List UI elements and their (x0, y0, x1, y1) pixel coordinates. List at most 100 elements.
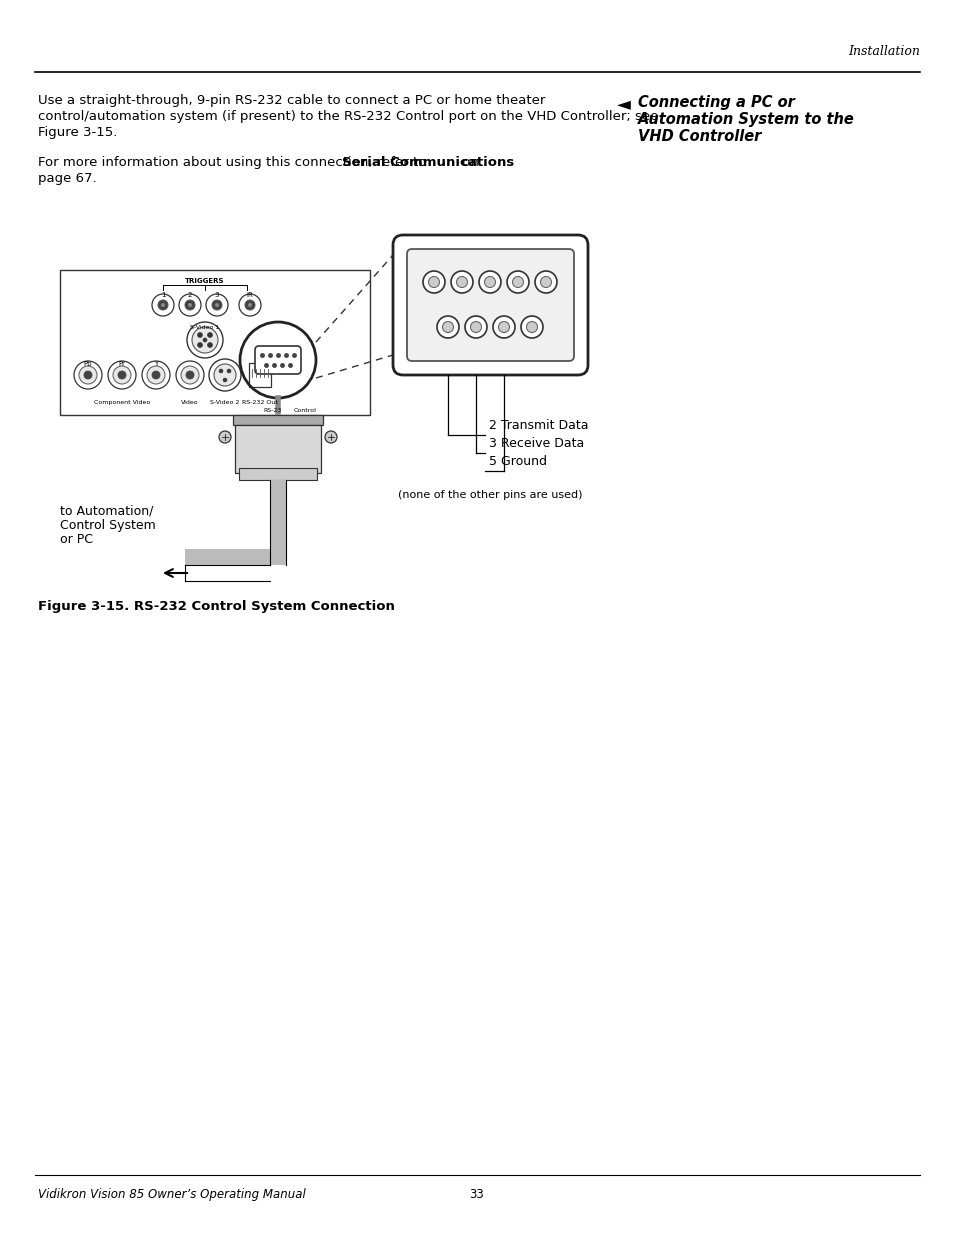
Text: page 67.: page 67. (38, 172, 96, 185)
Circle shape (181, 366, 199, 384)
Circle shape (206, 294, 228, 316)
Text: (none of the other pins are used): (none of the other pins are used) (397, 490, 581, 500)
Circle shape (187, 322, 223, 358)
Text: VHD Controller: VHD Controller (638, 128, 760, 144)
Bar (60, 270, 370, 415)
Text: 3 Receive Data: 3 Receive Data (489, 437, 583, 450)
Circle shape (84, 370, 91, 379)
Circle shape (478, 270, 500, 293)
Text: S-Video 2: S-Video 2 (210, 400, 239, 405)
Circle shape (526, 321, 537, 332)
Text: Automation System to the: Automation System to the (638, 112, 854, 127)
Circle shape (506, 270, 529, 293)
Bar (185, 550, 270, 564)
Text: Figure 3-15.: Figure 3-15. (38, 126, 117, 140)
Text: ◄: ◄ (617, 95, 630, 112)
Circle shape (442, 321, 453, 332)
Circle shape (512, 277, 523, 288)
Circle shape (540, 277, 551, 288)
Circle shape (188, 303, 192, 308)
Text: Serial Communications: Serial Communications (341, 156, 514, 169)
Circle shape (520, 316, 542, 338)
Circle shape (219, 431, 231, 443)
Bar (233, 415, 323, 425)
Text: Control: Control (294, 408, 316, 412)
Bar (270, 480, 286, 564)
Circle shape (223, 378, 227, 382)
Circle shape (214, 303, 219, 308)
Circle shape (108, 361, 136, 389)
Circle shape (147, 366, 165, 384)
Circle shape (535, 270, 557, 293)
FancyBboxPatch shape (393, 235, 587, 375)
Circle shape (74, 361, 102, 389)
Circle shape (428, 277, 439, 288)
Circle shape (203, 338, 207, 342)
Circle shape (142, 361, 170, 389)
Circle shape (436, 316, 458, 338)
Text: 1: 1 (161, 291, 165, 298)
Circle shape (227, 369, 231, 373)
Text: TRIGGERS: TRIGGERS (185, 278, 225, 284)
Text: Video: Video (181, 400, 198, 405)
Circle shape (118, 370, 126, 379)
Text: control/automation system (if present) to the RS-232 Control port on the VHD Con: control/automation system (if present) t… (38, 110, 658, 124)
Text: Control System: Control System (60, 519, 155, 532)
Circle shape (484, 277, 495, 288)
Text: on: on (458, 156, 478, 169)
Circle shape (325, 431, 336, 443)
Circle shape (451, 270, 473, 293)
Circle shape (197, 332, 202, 337)
Circle shape (498, 321, 509, 332)
Circle shape (212, 300, 222, 310)
Circle shape (493, 316, 515, 338)
Text: 33: 33 (469, 1188, 484, 1200)
Circle shape (470, 321, 481, 332)
Circle shape (161, 303, 165, 308)
Circle shape (79, 366, 97, 384)
Bar (239, 468, 316, 480)
Circle shape (248, 303, 252, 308)
Text: or PC: or PC (60, 534, 92, 546)
Text: 5 Ground: 5 Ground (489, 454, 546, 468)
Circle shape (239, 294, 261, 316)
Circle shape (152, 370, 160, 379)
Circle shape (213, 364, 235, 387)
Text: Y: Y (153, 361, 158, 367)
Text: to Automation/: to Automation/ (60, 505, 153, 517)
FancyBboxPatch shape (407, 249, 574, 361)
Bar (249, 363, 271, 387)
Text: Pb: Pb (84, 361, 92, 367)
Circle shape (185, 300, 194, 310)
Circle shape (112, 366, 131, 384)
Circle shape (464, 316, 486, 338)
Text: Installation: Installation (847, 44, 919, 58)
Circle shape (456, 277, 467, 288)
Text: 2 Transmit Data: 2 Transmit Data (489, 419, 588, 432)
Circle shape (179, 294, 201, 316)
Circle shape (219, 369, 223, 373)
Circle shape (209, 359, 241, 391)
Circle shape (197, 342, 202, 347)
Circle shape (175, 361, 204, 389)
Text: 3: 3 (214, 291, 219, 298)
Text: Component Video: Component Video (93, 400, 150, 405)
Circle shape (158, 300, 168, 310)
Text: RS-23: RS-23 (264, 408, 282, 412)
Circle shape (208, 342, 213, 347)
Circle shape (192, 327, 218, 353)
Text: Use a straight-through, 9-pin RS-232 cable to connect a PC or home theater: Use a straight-through, 9-pin RS-232 cab… (38, 94, 545, 107)
Circle shape (186, 370, 193, 379)
Text: S-Video 1: S-Video 1 (191, 325, 219, 330)
Text: Pr: Pr (118, 361, 125, 367)
Text: Vidikron Vision 85 Owner’s Operating Manual: Vidikron Vision 85 Owner’s Operating Man… (38, 1188, 305, 1200)
Circle shape (152, 294, 173, 316)
Text: RS-232 Out: RS-232 Out (242, 400, 277, 405)
FancyBboxPatch shape (234, 425, 320, 473)
Text: 2: 2 (188, 291, 192, 298)
FancyBboxPatch shape (254, 346, 301, 374)
Circle shape (245, 300, 254, 310)
Circle shape (208, 332, 213, 337)
Text: Figure 3-15. RS-232 Control System Connection: Figure 3-15. RS-232 Control System Conne… (38, 600, 395, 613)
Text: Connecting a PC or: Connecting a PC or (638, 95, 794, 110)
